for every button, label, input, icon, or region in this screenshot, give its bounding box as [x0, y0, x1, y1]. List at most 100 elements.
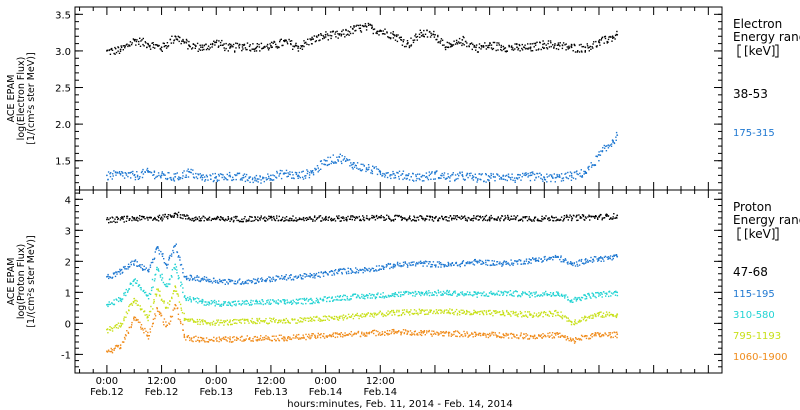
data-point — [183, 336, 186, 339]
series-1060-1900 — [106, 303, 619, 354]
data-point — [393, 330, 395, 332]
data-point — [543, 176, 546, 179]
data-point — [147, 170, 149, 173]
data-point — [311, 334, 313, 337]
legend-title: [keV] — [744, 44, 775, 58]
x-tick-date: Feb.14 — [309, 387, 343, 398]
y-tick-label: 3 — [65, 226, 71, 237]
data-point — [434, 33, 436, 36]
data-point — [447, 46, 450, 49]
data-point — [598, 154, 600, 156]
data-point — [616, 33, 619, 36]
data-point — [557, 44, 559, 46]
data-point — [270, 44, 272, 47]
y-tick-label: 2 — [65, 257, 71, 268]
data-point — [133, 39, 136, 41]
data-point — [557, 175, 559, 178]
data-point — [475, 260, 477, 263]
data-point — [475, 311, 477, 314]
legend-title: Electron — [733, 17, 782, 31]
y-axis-label: ACE EPAM — [6, 75, 17, 123]
data-point — [365, 25, 368, 28]
data-point — [133, 217, 136, 219]
data-point — [447, 331, 450, 334]
data-point — [283, 172, 286, 175]
data-point — [156, 288, 158, 291]
legend-title: Energy ranges — [733, 30, 800, 44]
data-point — [106, 218, 108, 221]
data-point — [256, 319, 259, 322]
data-point — [133, 260, 136, 263]
data-point — [201, 46, 204, 49]
data-point — [338, 156, 341, 159]
data-point — [297, 174, 300, 177]
data-point — [283, 275, 286, 278]
data-point — [616, 333, 619, 336]
y-tick-label: 0 — [65, 319, 71, 330]
data-point — [242, 44, 245, 46]
data-point — [557, 291, 559, 294]
series-115-195 — [106, 243, 619, 285]
data-point — [201, 176, 204, 179]
data-point — [133, 174, 136, 177]
y-axis-label: log(Proton Flux) — [16, 244, 27, 319]
data-point — [420, 175, 423, 178]
x-tick-date: Feb.13 — [254, 387, 288, 398]
x-tick-label: 0:00 — [314, 376, 336, 387]
data-point — [502, 262, 505, 264]
y-tick-label: 2.5 — [55, 84, 71, 95]
data-point — [557, 333, 559, 336]
x-tick-date: Feb.12 — [145, 387, 179, 398]
y-axis-label: [1/(cm²s ster MeV)] — [26, 52, 37, 144]
data-point — [584, 334, 587, 337]
data-point — [174, 175, 177, 178]
data-point — [324, 217, 327, 219]
data-point — [584, 170, 587, 173]
data-point — [420, 291, 423, 294]
data-point — [447, 263, 450, 266]
data-point — [201, 320, 204, 323]
data-point — [133, 297, 136, 300]
data-point — [570, 174, 573, 177]
data-point — [147, 294, 149, 297]
legend-entry: 175-315 — [733, 128, 775, 139]
y-tick-label: -1 — [61, 350, 71, 361]
data-point — [584, 316, 587, 319]
data-point — [434, 217, 436, 219]
y-axis-label: [1/(cm²s ster MeV)] — [26, 235, 37, 327]
data-point — [570, 299, 573, 301]
data-point — [365, 294, 368, 297]
series-310-580 — [106, 263, 619, 308]
data-point — [183, 275, 186, 278]
data-point — [543, 217, 546, 219]
data-point — [133, 316, 136, 319]
x-tick-date: Feb.12 — [90, 387, 124, 398]
data-point — [584, 258, 587, 261]
data-point — [256, 45, 259, 48]
data-point — [229, 338, 231, 340]
legend-title: Proton — [733, 200, 772, 214]
data-point — [174, 212, 177, 215]
data-point — [529, 313, 532, 315]
data-point — [201, 300, 204, 303]
data-point — [488, 44, 491, 46]
data-point — [616, 255, 619, 258]
data-point — [611, 35, 614, 38]
data-point — [447, 291, 450, 294]
data-point — [529, 174, 532, 177]
x-tick-label: 0:00 — [96, 376, 118, 387]
data-point — [379, 170, 382, 173]
legend-entry: 795-1193 — [733, 331, 781, 342]
data-point — [365, 167, 368, 169]
data-point — [133, 279, 136, 281]
data-point — [160, 216, 163, 219]
y-tick-label: 4 — [65, 195, 71, 206]
y-tick-label: 1.5 — [55, 157, 71, 168]
data-point — [311, 299, 313, 301]
data-point — [147, 269, 149, 272]
legend-title: [keV] — [744, 227, 775, 241]
data-point — [598, 215, 600, 218]
data-point — [352, 28, 354, 30]
data-point — [188, 44, 190, 46]
